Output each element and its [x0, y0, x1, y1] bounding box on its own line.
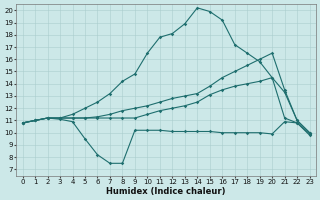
- X-axis label: Humidex (Indice chaleur): Humidex (Indice chaleur): [106, 187, 226, 196]
